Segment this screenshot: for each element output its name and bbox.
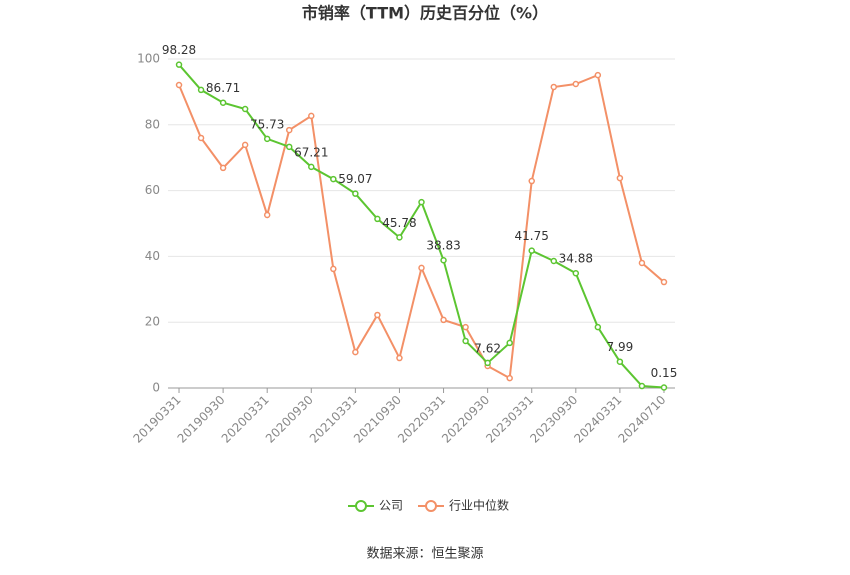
legend-marker (355, 500, 367, 512)
point (638, 382, 646, 390)
point (616, 174, 624, 182)
point (219, 99, 227, 106)
y-tick-label: 60 (145, 183, 160, 197)
y-tick-label: 80 (145, 117, 160, 131)
point (506, 374, 513, 382)
data-label: 59.07 (338, 172, 372, 186)
point (594, 71, 602, 79)
point (506, 339, 513, 347)
source: 数据来源：恒生聚源 (366, 547, 483, 562)
data-label: 86.71 (206, 81, 240, 95)
point (550, 257, 558, 265)
legend-label: 行业中位数 (449, 498, 509, 513)
point (528, 177, 535, 185)
data-label: 7.99 (607, 340, 634, 354)
point (197, 86, 205, 94)
point (396, 354, 403, 362)
legend-marker (425, 500, 437, 512)
data-label: 98.28 (162, 43, 196, 57)
y-tick-label: 0 (152, 381, 160, 395)
point (263, 211, 271, 219)
point (308, 112, 315, 120)
point (572, 269, 580, 277)
data-label: 38.83 (426, 239, 460, 253)
point (440, 316, 447, 324)
data-label: 7.62 (474, 341, 501, 355)
point (285, 126, 293, 134)
x-tick-label: 20240710 (615, 393, 668, 446)
point (374, 215, 381, 223)
y-tick-label: 20 (145, 315, 160, 329)
legend-label: 公司 (379, 499, 403, 513)
point (550, 83, 558, 91)
point (418, 198, 425, 206)
point (396, 234, 403, 241)
y-tick-label: 100 (137, 52, 160, 66)
chart-title: 市销率（TTM）历史百分位（%） (302, 4, 548, 23)
data-label: 45.78 (382, 216, 416, 230)
point (241, 105, 249, 113)
point (462, 323, 469, 331)
point (484, 359, 491, 367)
point (330, 175, 337, 183)
point (462, 337, 469, 345)
point (330, 265, 337, 273)
point (352, 348, 359, 356)
point (374, 311, 381, 319)
data-label: 0.15 (651, 366, 678, 380)
point (285, 143, 293, 151)
point (440, 256, 447, 264)
point (660, 384, 668, 391)
point (660, 278, 668, 286)
point (219, 164, 227, 172)
data-label: 41.75 (515, 229, 549, 243)
point (572, 80, 580, 88)
point (308, 163, 315, 171)
point (418, 264, 425, 272)
point (263, 135, 271, 143)
point (241, 141, 249, 149)
y-tick-label: 40 (145, 249, 160, 263)
series-line (178, 64, 665, 389)
point (616, 358, 624, 365)
data-label: 75.73 (250, 117, 284, 131)
point (528, 247, 535, 254)
point (175, 61, 183, 68)
point (175, 81, 183, 89)
point (352, 190, 359, 197)
data-label: 67.21 (294, 145, 328, 159)
data-label: 34.88 (559, 252, 593, 266)
point (594, 323, 602, 331)
point (197, 134, 205, 142)
point (638, 259, 646, 267)
